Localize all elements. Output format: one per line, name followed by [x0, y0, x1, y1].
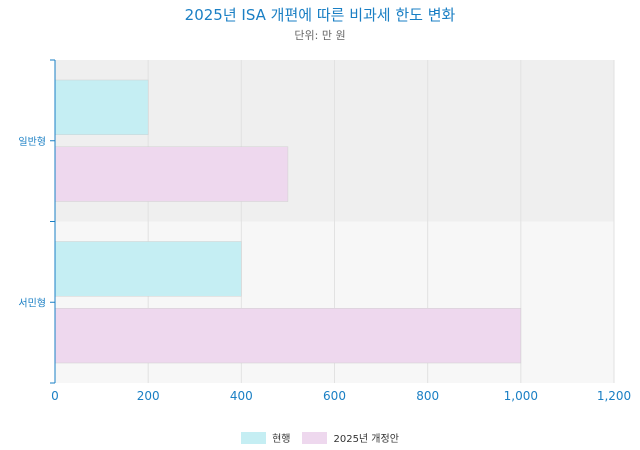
x-tick-label: 1,000 — [504, 389, 538, 403]
legend-item-current[interactable]: 현행 — [241, 430, 290, 445]
bar-current-1 — [54, 241, 242, 297]
legend-swatch-2025-proposal — [302, 431, 328, 444]
x-tick-label: 800 — [416, 389, 439, 403]
bar-proposal-1 — [54, 308, 522, 364]
bar-proposal-0 — [54, 146, 289, 202]
legend-item-2025-proposal[interactable]: 2025년 개정안 — [302, 430, 399, 445]
x-tick-label: 0 — [51, 389, 59, 403]
x-tick-label: 1,200 — [597, 389, 631, 403]
bar-current-0 — [54, 79, 149, 135]
legend-label-current: 현행 — [272, 434, 291, 445]
chart-subtitle: 단위: 만 원 — [294, 29, 346, 42]
legend-swatch-current — [241, 431, 267, 444]
legend-label-2025-proposal: 2025년 개정안 — [333, 434, 399, 445]
chart-legend[interactable]: 현행 2025년 개정안 — [0, 430, 640, 445]
y-tick-label: 일반형 — [18, 136, 46, 148]
y-tick-label: 서민형 — [18, 297, 46, 309]
chart-title: 2025년 ISA 개편에 따른 비과세 한도 변화 — [184, 6, 456, 24]
x-tick-label: 400 — [230, 389, 253, 403]
x-tick-label: 600 — [323, 389, 346, 403]
x-tick-label: 200 — [137, 389, 160, 403]
